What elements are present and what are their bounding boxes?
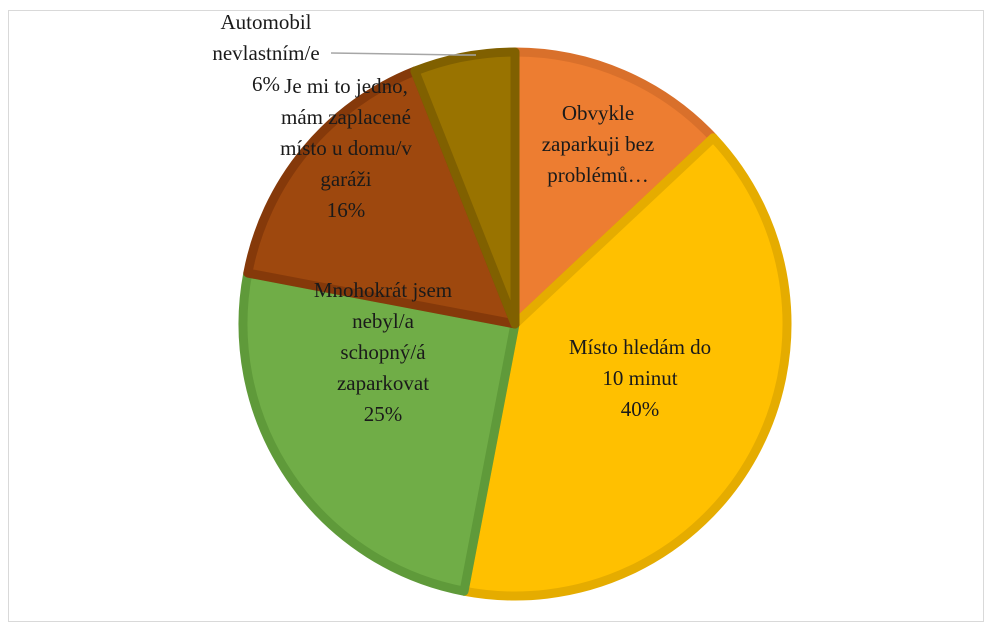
data-label-3: Mnohokrát jsem nebyl/a schopný/á zaparkovat… (314, 278, 452, 426)
data-label-2: Místo hledám do 10 minut 40% (569, 335, 711, 421)
leader-line (330, 52, 476, 56)
pie-slice-4 (243, 66, 520, 329)
data-label-5: Automobil nevlastním/e 6% (212, 10, 319, 96)
pie-slice-5 (410, 47, 520, 329)
data-label-4: Je mi to jedno, mám zaplacené místo u domu… (280, 74, 412, 222)
data-label-1: Obvykle zaparkuji bez problémů… (542, 101, 655, 187)
pie-slice-3 (238, 268, 520, 596)
pie-slice-2 (459, 133, 792, 601)
pie-slice-1 (510, 47, 718, 329)
